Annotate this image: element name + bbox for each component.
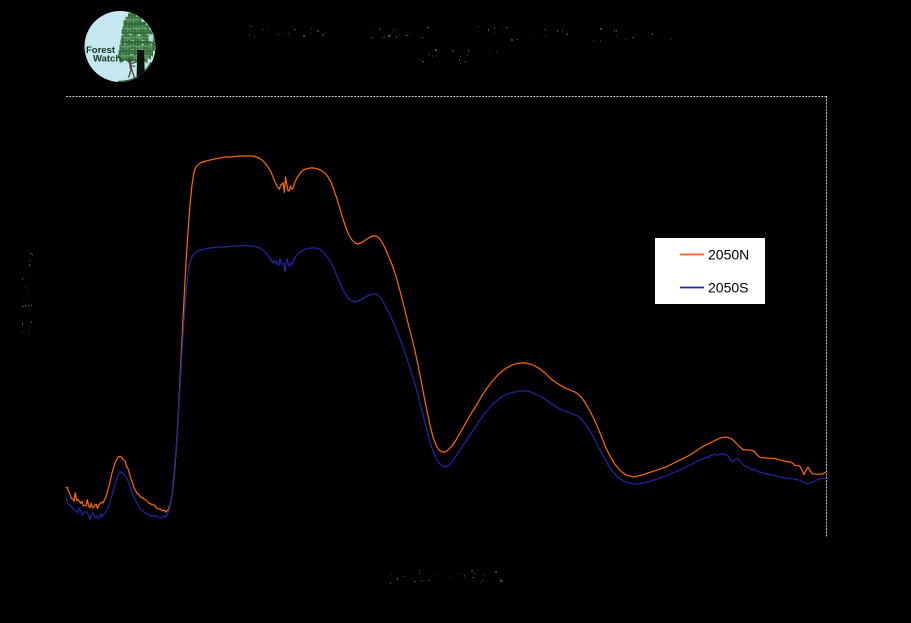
- svg-text:White Pine Reflectance in Visi: White Pine Reflectance in Visible and In…: [254, 24, 659, 41]
- svg-text:2050S: 2050S: [708, 280, 748, 296]
- svg-text:% Reflectance: % Reflectance: [18, 249, 33, 333]
- svg-text:Forest: Forest: [86, 45, 116, 56]
- svg-text:2050N: 2050N: [708, 247, 749, 263]
- svg-text:Wavelength (nm): Wavelength (nm): [395, 568, 501, 584]
- svg-text:Watch: Watch: [93, 54, 121, 65]
- svg-text:(July 2005): (July 2005): [419, 45, 493, 62]
